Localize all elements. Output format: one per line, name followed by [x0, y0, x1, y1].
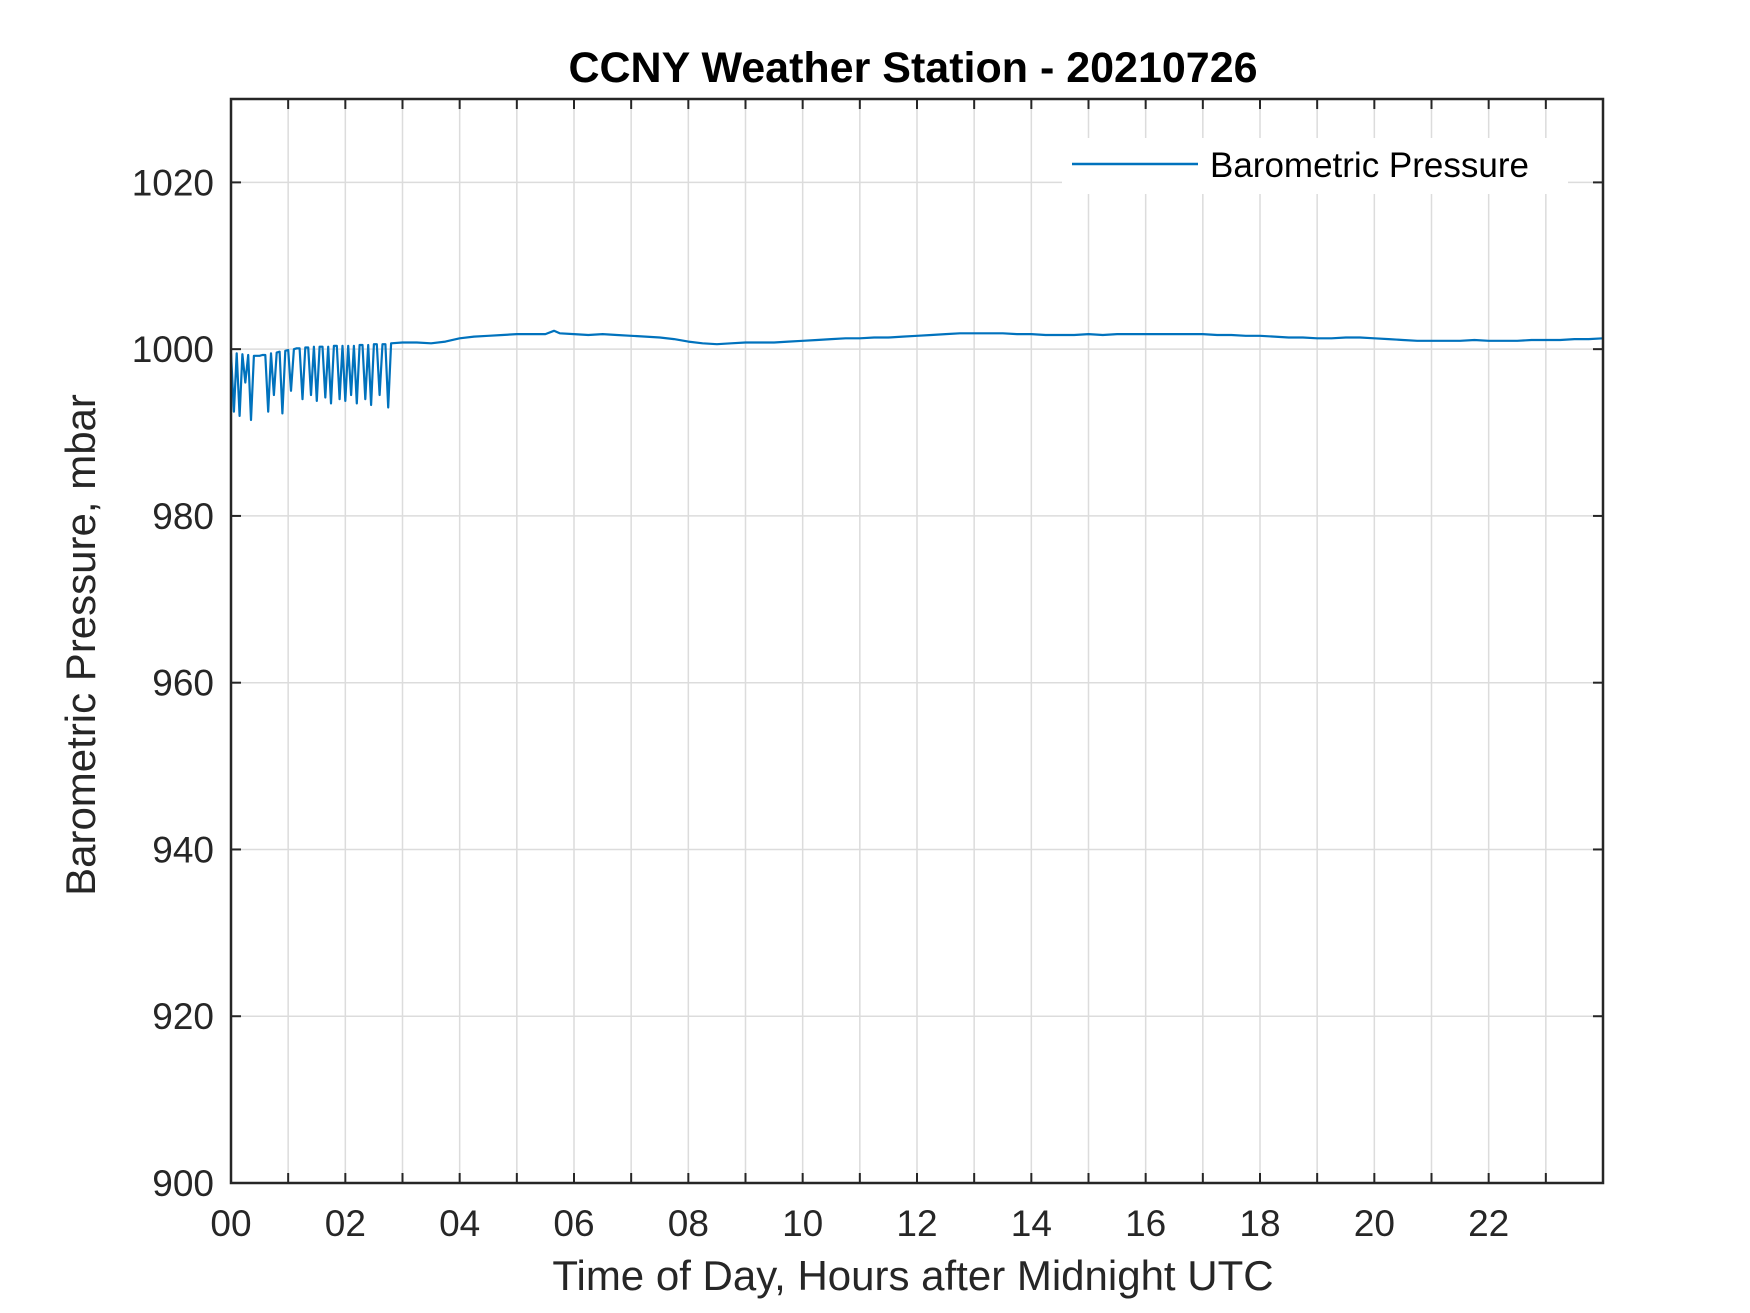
y-tick-label: 960: [152, 663, 214, 704]
y-tick-label: 980: [152, 496, 214, 537]
x-tick-label: 18: [1239, 1203, 1280, 1244]
y-tick-label: 920: [152, 996, 214, 1037]
x-tick-label: 06: [553, 1203, 594, 1244]
legend: Barometric Pressure: [1062, 138, 1568, 194]
x-tick-label: 08: [668, 1203, 709, 1244]
chart-title: CCNY Weather Station - 20210726: [568, 44, 1257, 92]
y-tick-label: 1000: [132, 329, 214, 370]
axes: [229, 97, 1605, 1185]
legend-background: [1062, 138, 1568, 194]
x-tick-label: 14: [1011, 1203, 1052, 1244]
series-layer: [229, 329, 1604, 422]
legend-label: Barometric Pressure: [1210, 146, 1529, 185]
x-tick-label: 04: [439, 1203, 480, 1244]
x-tick-label: 00: [210, 1203, 251, 1244]
y-axis-label: Barometric Pressure, mbar: [57, 394, 104, 896]
x-tick-label: 16: [1125, 1203, 1166, 1244]
y-tick-label: 1020: [132, 162, 214, 203]
y-tick-label: 940: [152, 829, 214, 870]
x-tick-label: 10: [782, 1203, 823, 1244]
x-tick-label: 22: [1468, 1203, 1509, 1244]
x-tick-label: 12: [896, 1203, 937, 1244]
series-line: [229, 329, 1604, 422]
x-axis-label: Time of Day, Hours after Midnight UTC: [552, 1252, 1273, 1299]
grid-lines: [230, 99, 1603, 1184]
x-tick-label: 20: [1354, 1203, 1395, 1244]
tick-labels: 00 02 04 06 08 10 12 14 16 18 20 22 900 920 940 960 980 1…: [132, 162, 1510, 1244]
y-tick-label: 900: [152, 1163, 214, 1204]
x-tick-label: 02: [325, 1203, 366, 1244]
